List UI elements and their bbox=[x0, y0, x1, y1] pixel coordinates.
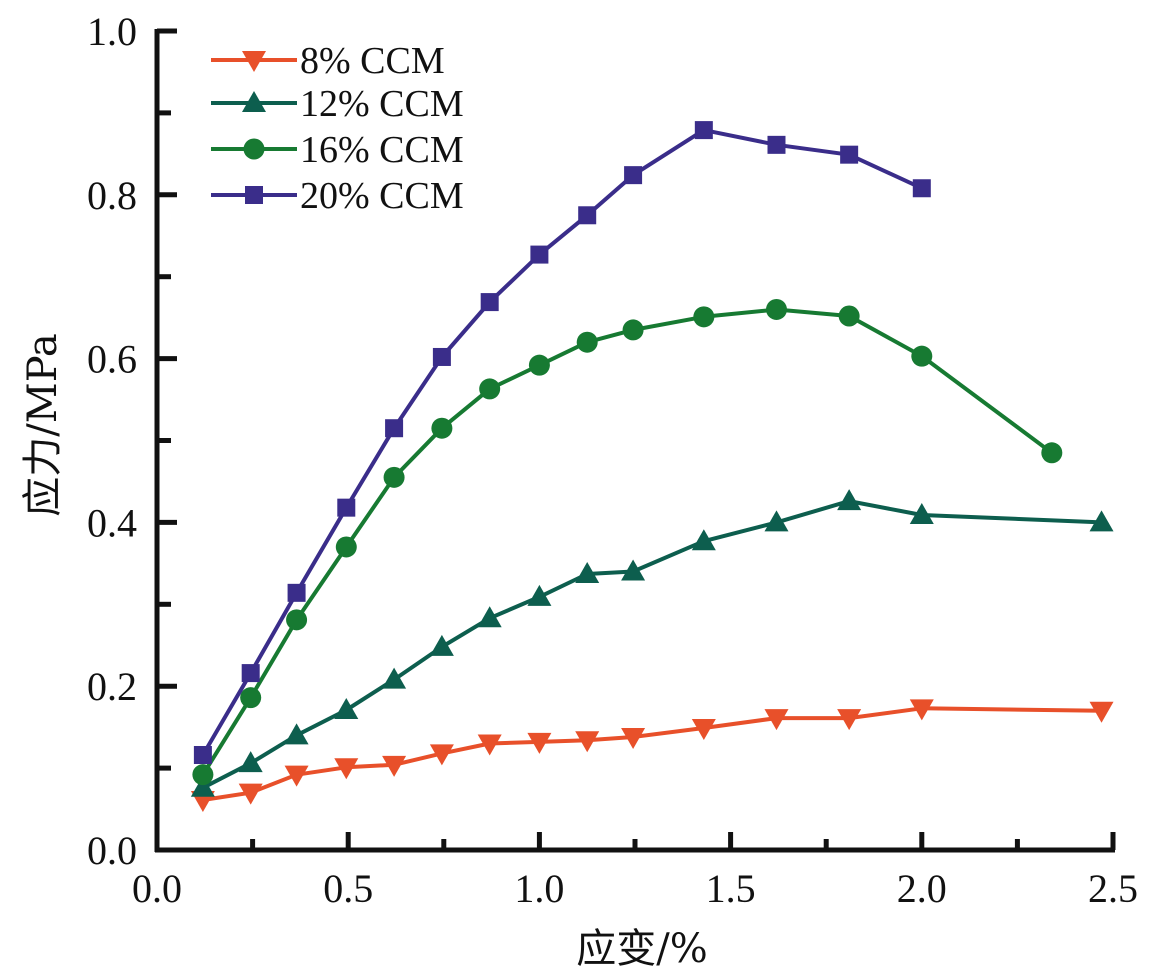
legend-item: 12% CCM bbox=[211, 83, 464, 125]
y-tick-label: 1.0 bbox=[87, 9, 137, 54]
y-tick-label: 0.6 bbox=[87, 337, 137, 382]
data-point bbox=[480, 293, 499, 312]
data-point bbox=[337, 498, 356, 517]
data-point bbox=[527, 732, 552, 754]
data-point bbox=[912, 179, 931, 198]
data-point bbox=[694, 121, 713, 140]
data-point bbox=[693, 306, 715, 328]
plot-lines bbox=[190, 121, 1114, 813]
series-8-ccm bbox=[190, 699, 1114, 813]
data-point bbox=[429, 744, 454, 766]
data-point bbox=[477, 734, 502, 756]
y-tick-label: 0.4 bbox=[87, 500, 137, 545]
legend-marker-icon bbox=[242, 91, 266, 112]
series-line bbox=[201, 128, 923, 757]
data-point bbox=[240, 687, 262, 709]
data-point bbox=[578, 206, 597, 225]
data-point bbox=[284, 765, 309, 787]
y-tick-label: 0.8 bbox=[87, 173, 137, 218]
data-point bbox=[382, 667, 407, 689]
data-point bbox=[432, 347, 451, 366]
data-point bbox=[838, 305, 860, 327]
legend-label: 20% CCM bbox=[300, 175, 464, 217]
series-20-ccm bbox=[193, 121, 931, 764]
data-point bbox=[691, 718, 716, 740]
data-point bbox=[1089, 510, 1114, 532]
x-axis-title: 应变/% bbox=[576, 926, 707, 972]
legend-marker-icon bbox=[245, 186, 263, 204]
data-point bbox=[576, 331, 598, 353]
data-point bbox=[238, 751, 263, 773]
data-point bbox=[334, 758, 359, 780]
data-point bbox=[837, 489, 862, 511]
data-point bbox=[765, 298, 787, 320]
data-point bbox=[911, 345, 933, 367]
data-point bbox=[575, 731, 600, 753]
data-point bbox=[622, 319, 644, 341]
data-point bbox=[528, 354, 550, 376]
data-point bbox=[624, 166, 643, 185]
data-point bbox=[909, 699, 934, 721]
legend-label: 16% CCM bbox=[300, 129, 464, 171]
legend-item: 20% CCM bbox=[211, 175, 464, 217]
data-point bbox=[764, 709, 789, 731]
data-point bbox=[241, 664, 260, 683]
series-12-ccm bbox=[190, 489, 1114, 797]
legend-label: 12% CCM bbox=[300, 83, 464, 125]
x-tick-label: 1.0 bbox=[514, 866, 564, 911]
data-point bbox=[383, 466, 405, 488]
axes: 0.0 0.2 0.4 0.6 0.8 1.0 0.0 0.5 1.0 1.5 2.0 2.5 bbox=[87, 9, 1138, 911]
data-point bbox=[335, 536, 357, 558]
x-tick-label: 0.0 bbox=[132, 866, 182, 911]
x-tick-label: 0.5 bbox=[323, 866, 373, 911]
data-point bbox=[527, 584, 552, 606]
data-point bbox=[575, 561, 600, 583]
y-ticks: 0.0 0.2 0.4 0.6 0.8 1.0 bbox=[87, 9, 177, 873]
y-tick-label: 0.2 bbox=[87, 664, 137, 709]
data-point bbox=[431, 417, 453, 439]
data-point bbox=[334, 697, 359, 719]
data-point bbox=[1041, 442, 1063, 464]
data-point bbox=[530, 245, 549, 264]
data-point bbox=[479, 378, 501, 400]
data-point bbox=[192, 764, 214, 786]
x-tick-label: 1.5 bbox=[706, 866, 756, 911]
data-point bbox=[287, 583, 306, 602]
data-point bbox=[190, 775, 215, 797]
data-point bbox=[764, 510, 789, 532]
x-tick-label: 2.0 bbox=[897, 866, 947, 911]
y-tick-label: 0.0 bbox=[87, 828, 137, 873]
data-point bbox=[385, 419, 404, 438]
data-point bbox=[837, 709, 862, 731]
data-point bbox=[621, 559, 646, 581]
legend-label: 8% CCM bbox=[300, 40, 445, 82]
data-point bbox=[382, 755, 407, 777]
data-point bbox=[193, 745, 212, 764]
data-point bbox=[284, 723, 309, 745]
data-point bbox=[1089, 701, 1114, 723]
data-point bbox=[429, 634, 454, 656]
data-point bbox=[691, 529, 716, 551]
x-tick-label: 2.5 bbox=[1088, 866, 1138, 911]
data-point bbox=[286, 609, 308, 631]
data-point bbox=[238, 783, 263, 805]
y-axis-title: 应力/MPa bbox=[20, 333, 66, 516]
series-line bbox=[202, 706, 1102, 802]
legend-item: 8% CCM bbox=[211, 40, 445, 82]
data-point bbox=[767, 135, 786, 154]
data-point bbox=[909, 503, 934, 525]
legend-marker-icon bbox=[243, 138, 265, 160]
data-point bbox=[840, 145, 859, 164]
series-16-ccm bbox=[192, 298, 1063, 786]
data-point bbox=[477, 606, 502, 628]
data-point bbox=[621, 727, 646, 749]
x-ticks: 0.0 0.5 1.0 1.5 2.0 2.5 bbox=[132, 832, 1138, 911]
legend-marker-icon bbox=[242, 51, 266, 72]
legend-item: 16% CCM bbox=[211, 129, 464, 171]
